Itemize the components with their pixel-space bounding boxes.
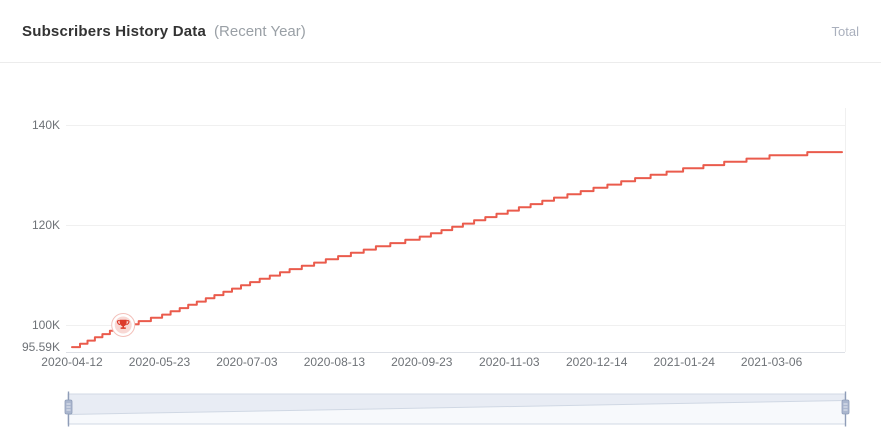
trophy-icon: [116, 319, 130, 329]
x-axis-label: 2021-01-24: [654, 355, 716, 369]
x-axis-label: 2020-09-23: [391, 355, 453, 369]
card-header: Subscribers History Data (Recent Year) T…: [0, 0, 881, 63]
x-axis-label: 2020-08-13: [304, 355, 366, 369]
x-axis-label: 2020-07-03: [216, 355, 278, 369]
x-axis-label: 2021-03-06: [741, 355, 803, 369]
card-title: Subscribers History Data: [22, 22, 207, 40]
datazoom-handle-right[interactable]: [841, 391, 850, 427]
datazoom-data-shadow: [68, 400, 845, 424]
milestone-marker[interactable]: [111, 313, 136, 337]
x-axis-label: 2020-12-14: [566, 355, 628, 369]
subscribers-series-line: [71, 151, 843, 349]
y-axis-label: 120K: [32, 218, 60, 232]
x-axis-label: 2020-05-23: [129, 355, 191, 369]
y-axis-label: 95.59K: [22, 340, 60, 354]
x-axis-label: 2020-11-03: [479, 355, 540, 369]
card-subtitle: (Recent Year): [214, 22, 306, 40]
y-axis-label: 140K: [32, 118, 60, 132]
x-axis-label: 2020-04-12: [41, 355, 103, 369]
datazoom-handle-left[interactable]: [64, 391, 73, 427]
legend-item-total[interactable]: Total: [831, 23, 859, 39]
datazoom-shadow-line: [67, 400, 846, 415]
y-axis-label: 100K: [32, 318, 60, 332]
